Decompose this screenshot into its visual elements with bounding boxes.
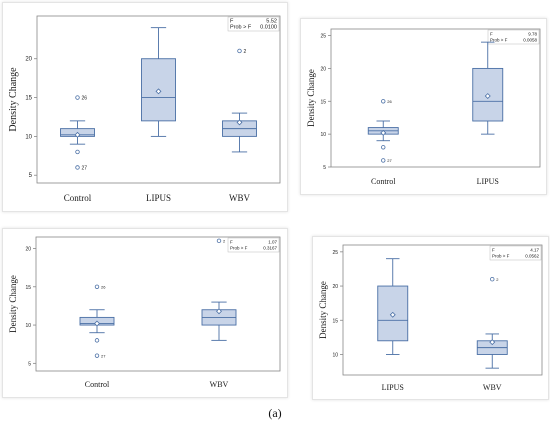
stats-p-label: Prob > F: [490, 38, 508, 43]
outlier-label: 2: [496, 277, 499, 282]
category-label: Control: [85, 380, 110, 389]
category-label: WBV: [210, 380, 229, 389]
outlier-point: [75, 95, 80, 100]
stats-p-value: 0.0100: [260, 25, 277, 31]
category-label: WBV: [483, 383, 502, 392]
boxplot-panel-lipus-wbv: 10 15 20 25 Density Change F 4.17 Prob > F 0.056…: [312, 236, 549, 400]
boxplot-panel-control-lipus-wbv: 5 10 15 20 Density Change F 5.52 Prob > F 0.0100…: [2, 2, 288, 212]
category-label: LIPUS: [146, 193, 171, 203]
plot-frame: [330, 28, 541, 168]
y-tick-label: 10: [320, 132, 326, 138]
outlier-point: [75, 165, 80, 170]
mean-marker: [216, 308, 222, 315]
plot-frame: [342, 244, 543, 376]
y-tick-label: 20: [320, 66, 326, 72]
stats-f-value: 5.52: [266, 19, 277, 25]
boxplot-chart-3: 5 10 15 20 Density Change F 1.07 Prob > F 0.3167…: [8, 236, 281, 389]
stats-box: [489, 245, 542, 261]
y-tick-label: 20: [25, 57, 32, 63]
y-tick-label: 10: [332, 352, 338, 358]
stats-p-label: Prob > F: [230, 25, 252, 31]
y-axis-label: Density Change: [306, 69, 316, 127]
outlier-label: 2: [244, 49, 247, 55]
stats-p-value: 0.0562: [525, 254, 539, 259]
stats-p-value: 0.3167: [263, 246, 277, 251]
outlier-label: 2: [223, 239, 226, 244]
stats-box: [227, 16, 280, 32]
boxplot-chart-2: 5 10 15 20 25 Density Change F 9.78 Prob > F 0.00…: [306, 28, 541, 186]
boxplot-chart-1: 5 10 15 20 Density Change F 5.52 Prob > F 0.0100…: [8, 15, 281, 203]
category-label: LIPUS: [477, 177, 499, 186]
outlier-label: 26: [387, 99, 392, 104]
figure-caption: (a): [268, 406, 282, 420]
stats-f-label: F: [490, 32, 493, 37]
y-tick-label: 10: [25, 323, 31, 329]
y-axis-label: Density Change: [8, 67, 19, 132]
stats-box: [487, 29, 540, 45]
y-tick-label: 15: [332, 318, 338, 324]
outlier-point: [94, 338, 100, 343]
stats-p-label: Prob > F: [492, 254, 510, 259]
stats-f-value: 4.17: [530, 248, 539, 253]
mean-marker: [236, 119, 243, 126]
iqr-box: [377, 285, 409, 342]
y-tick-label: 5: [28, 361, 31, 367]
outlier-label: 26: [82, 95, 88, 101]
plot-frame: [36, 15, 281, 184]
category-label: WBV: [229, 193, 250, 203]
mean-marker: [489, 339, 496, 346]
category-label: LIPUS: [382, 383, 404, 392]
y-tick-label: 25: [332, 250, 338, 256]
outlier-point: [381, 99, 386, 104]
mean-marker: [74, 131, 81, 138]
outlier-label: 26: [101, 285, 106, 290]
stats-f-label: F: [492, 248, 495, 253]
y-tick-label: 5: [29, 173, 33, 179]
outlier-point: [381, 145, 386, 150]
outlier-point: [94, 353, 100, 358]
boxplot-panel-control-wbv: 5 10 15 20 Density Change F 1.07 Prob > F 0.3167…: [2, 228, 288, 398]
outlier-point: [216, 238, 222, 244]
stats-f-label: F: [230, 19, 234, 25]
outlier-point: [490, 277, 495, 282]
category-label: Control: [371, 177, 396, 186]
outlier-point: [237, 48, 242, 54]
outlier-label: 27: [82, 165, 88, 171]
boxplot-chart-4: 10 15 20 25 Density Change F 4.17 Prob > F 0.056…: [318, 244, 543, 392]
mean-marker: [380, 129, 387, 136]
y-tick-label: 5: [323, 165, 326, 171]
outlier-point: [381, 158, 386, 163]
boxplot-panel-control-lipus: 5 10 15 20 25 Density Change F 9.78 Prob > F 0.00…: [300, 18, 547, 195]
stats-p-value: 0.0058: [523, 38, 537, 43]
mean-marker: [94, 320, 100, 327]
stats-f-value: 1.07: [268, 240, 277, 245]
category-label: Control: [64, 193, 92, 203]
stats-f-value: 9.78: [528, 32, 537, 37]
stats-f-label: F: [230, 240, 233, 245]
y-tick-label: 20: [25, 246, 31, 252]
y-tick-label: 25: [320, 34, 326, 40]
outlier-label: 27: [387, 158, 392, 163]
stats-p-label: Prob > F: [230, 246, 248, 251]
mean-marker: [155, 88, 162, 95]
plot-frame: [35, 236, 281, 372]
stats-box: [227, 237, 280, 253]
mean-marker: [389, 311, 396, 318]
y-axis-label: Density Change: [8, 275, 18, 333]
y-tick-label: 15: [320, 99, 326, 105]
y-tick-label: 15: [25, 285, 31, 291]
y-tick-label: 20: [332, 284, 338, 290]
y-tick-label: 10: [25, 134, 32, 140]
outlier-label: 27: [101, 353, 106, 358]
mean-marker: [484, 93, 491, 99]
outlier-point: [94, 284, 100, 289]
y-axis-label: Density Change: [318, 281, 328, 339]
y-tick-label: 15: [25, 96, 32, 102]
outlier-point: [75, 149, 80, 155]
